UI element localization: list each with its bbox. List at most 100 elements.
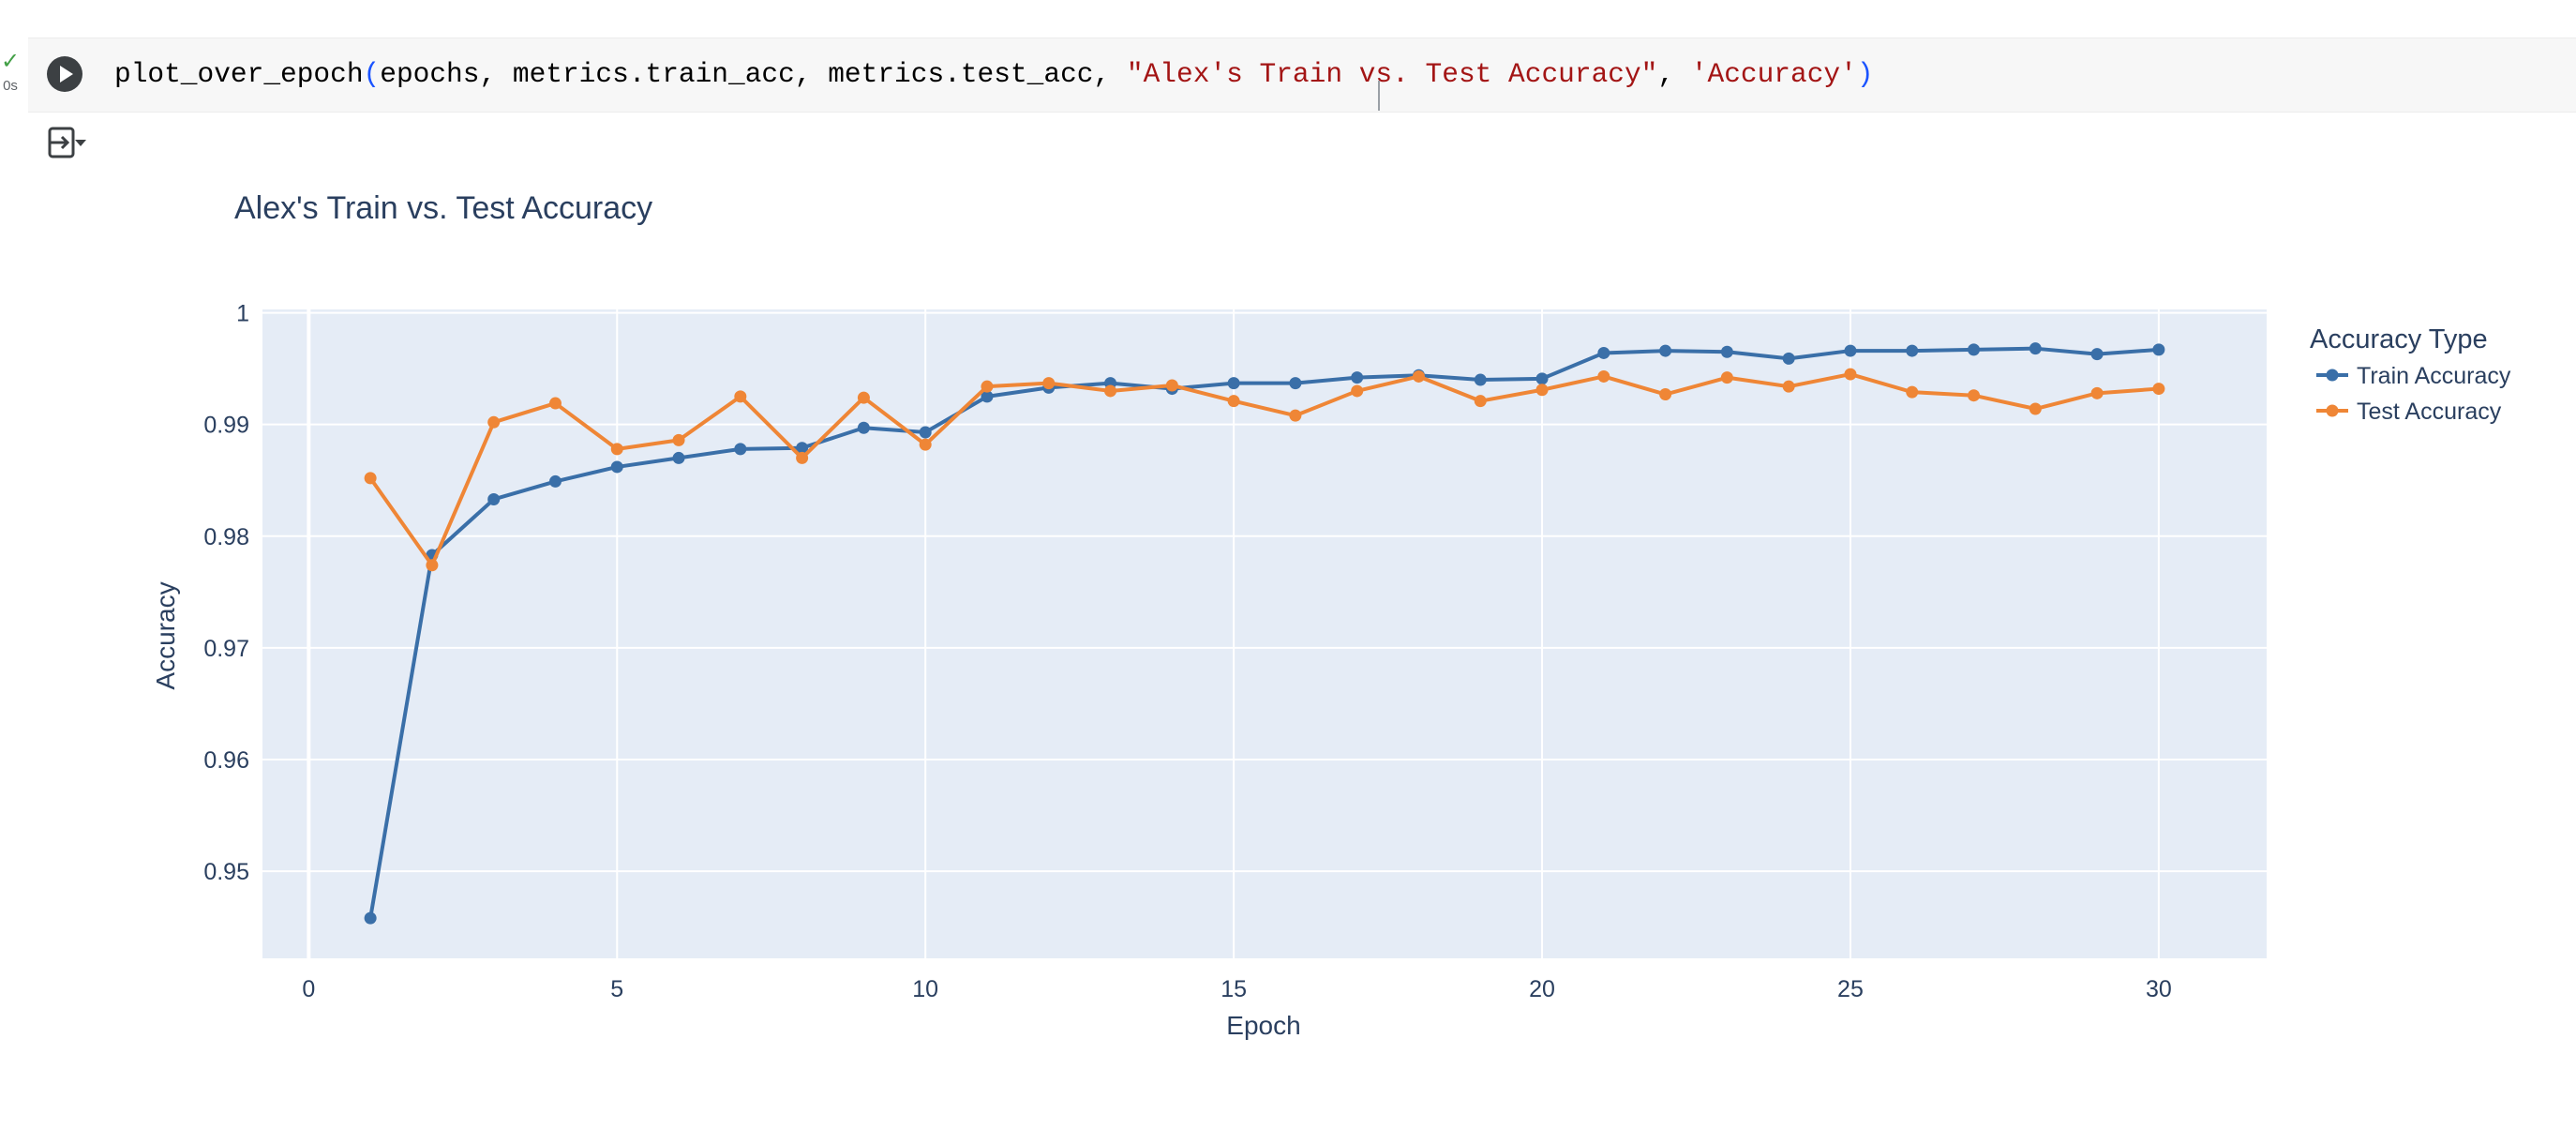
data-point bbox=[364, 472, 377, 485]
legend: Accuracy Type Train Accuracy Test Accurac… bbox=[2310, 324, 2511, 425]
x-tick-label: 20 bbox=[1529, 976, 1555, 1002]
legend-item[interactable]: Train Accuracy bbox=[2316, 363, 2511, 389]
data-point bbox=[1351, 384, 1364, 398]
data-point bbox=[1227, 377, 1240, 390]
y-axis-ticks: 0.95 0.96 0.97 0.98 0.99 1 bbox=[203, 301, 249, 886]
data-point bbox=[2090, 348, 2104, 361]
data-point bbox=[1782, 352, 1795, 365]
x-tick-label: 5 bbox=[610, 976, 623, 1002]
code-function-name: plot_over_epoch bbox=[114, 58, 364, 90]
check-icon: ✓ bbox=[0, 49, 21, 74]
data-point bbox=[1104, 384, 1117, 398]
x-tick-label: 30 bbox=[2146, 976, 2172, 1002]
data-point bbox=[1042, 377, 1056, 390]
y-tick-label: 1 bbox=[236, 301, 249, 327]
data-point bbox=[1535, 384, 1549, 397]
code-open-paren: ( bbox=[363, 58, 381, 90]
legend-label: Test Accuracy bbox=[2357, 399, 2502, 425]
data-point bbox=[672, 433, 685, 446]
data-point bbox=[2152, 383, 2165, 396]
data-point bbox=[1165, 379, 1178, 392]
legend-item[interactable]: Test Accuracy bbox=[2316, 399, 2502, 425]
code-arguments: epochs, metrics.train_acc, metrics.test_… bbox=[380, 58, 1127, 90]
code-editor[interactable]: plot_over_epoch(epochs, metrics.train_ac… bbox=[114, 55, 1874, 93]
data-point bbox=[1289, 377, 1302, 390]
data-point bbox=[1597, 369, 1610, 383]
data-point bbox=[2152, 343, 2165, 356]
data-point bbox=[610, 443, 623, 456]
data-point bbox=[610, 460, 623, 474]
data-point bbox=[919, 426, 932, 439]
data-point bbox=[1659, 344, 1672, 357]
data-point bbox=[981, 390, 994, 403]
grid-lines bbox=[262, 309, 2267, 958]
y-axis-title: Accuracy bbox=[151, 581, 180, 689]
chart-title: Alex's Train vs. Test Accuracy bbox=[234, 190, 652, 226]
data-point bbox=[981, 380, 994, 393]
data-point bbox=[1844, 344, 1857, 357]
legend-title: Accuracy Type bbox=[2310, 324, 2488, 354]
data-point bbox=[1659, 388, 1672, 401]
data-point bbox=[734, 443, 747, 456]
data-point bbox=[426, 559, 439, 572]
data-point bbox=[487, 492, 501, 505]
data-point bbox=[1227, 395, 1240, 408]
execution-time: 0s bbox=[3, 78, 18, 94]
data-point bbox=[1289, 409, 1302, 422]
data-point bbox=[1968, 343, 1981, 356]
data-point bbox=[1968, 389, 1981, 402]
legend-swatch-marker bbox=[2326, 404, 2339, 417]
data-point bbox=[2029, 402, 2042, 415]
data-point bbox=[672, 451, 685, 464]
data-point bbox=[796, 451, 809, 464]
data-point bbox=[1906, 344, 1919, 357]
y-tick-label: 0.96 bbox=[203, 747, 249, 774]
data-point bbox=[857, 421, 870, 434]
data-point bbox=[796, 442, 809, 455]
x-axis-title: Epoch bbox=[1226, 1011, 1300, 1040]
data-point bbox=[1720, 345, 1733, 358]
data-point bbox=[548, 397, 562, 410]
cell-status: ✓ 0s bbox=[0, 49, 21, 94]
legend-swatch-marker bbox=[2326, 369, 2339, 382]
y-tick-label: 0.97 bbox=[203, 636, 249, 662]
x-tick-label: 10 bbox=[912, 976, 938, 1002]
x-axis-ticks: 0 5 10 15 20 25 30 bbox=[302, 976, 2171, 1002]
data-point bbox=[1844, 368, 1857, 381]
plot-area bbox=[262, 309, 2267, 958]
x-tick-label: 15 bbox=[1221, 976, 1247, 1002]
code-cell[interactable] bbox=[28, 38, 2576, 113]
data-point bbox=[2090, 386, 2104, 399]
data-point bbox=[1782, 380, 1795, 393]
data-point bbox=[364, 911, 377, 925]
code-separator: , bbox=[1657, 58, 1691, 90]
run-cell-button[interactable] bbox=[47, 56, 82, 92]
x-tick-label: 25 bbox=[1837, 976, 1864, 1002]
text-cursor bbox=[1378, 81, 1380, 111]
data-point bbox=[1351, 371, 1364, 384]
data-point bbox=[734, 390, 747, 403]
data-point bbox=[1412, 369, 1425, 383]
series-line bbox=[368, 346, 2160, 919]
data-point bbox=[1906, 385, 1919, 399]
y-tick-label: 0.95 bbox=[203, 859, 249, 885]
data-point bbox=[1474, 373, 1487, 386]
series-line bbox=[368, 372, 2160, 567]
data-point bbox=[919, 438, 932, 451]
code-close-paren: ) bbox=[1856, 58, 1874, 90]
output-toggle-glyph bbox=[48, 127, 86, 158]
data-point bbox=[1720, 371, 1733, 384]
code-label-string: 'Accuracy' bbox=[1690, 58, 1857, 90]
data-point bbox=[1597, 346, 1610, 359]
y-tick-label: 0.98 bbox=[203, 524, 249, 550]
data-point bbox=[1535, 372, 1549, 385]
data-point bbox=[2029, 342, 2042, 355]
code-title-string: "Alex's Train vs. Test Accuracy" bbox=[1126, 58, 1658, 90]
y-tick-label: 0.99 bbox=[203, 413, 249, 439]
x-tick-label: 0 bbox=[302, 976, 315, 1002]
series-layer bbox=[364, 342, 2165, 925]
data-point bbox=[857, 391, 870, 404]
output-toggle-icon[interactable] bbox=[47, 124, 88, 161]
data-point bbox=[548, 474, 562, 488]
